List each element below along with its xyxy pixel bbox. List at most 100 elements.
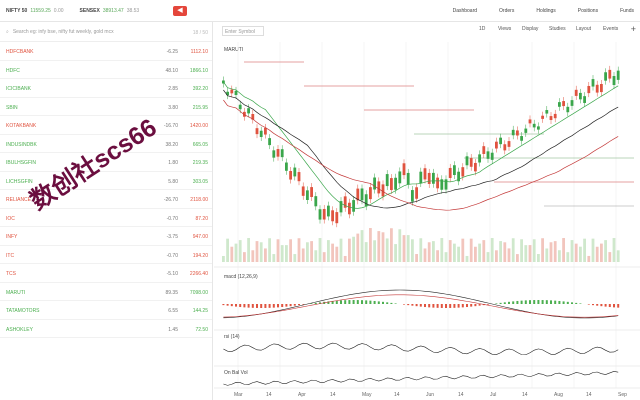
candle [537, 126, 540, 130]
macd-bar [361, 300, 363, 304]
volume-bar [318, 238, 322, 262]
volume-bar [616, 250, 620, 262]
list-item[interactable]: ASHOKLEY 1.45 72.50 [0, 320, 212, 338]
volume-bar [230, 246, 234, 262]
candle [486, 151, 490, 159]
volume-bar [306, 242, 309, 262]
toolbar-events[interactable]: Events [603, 26, 619, 32]
list-item[interactable]: INFY -3.75 947.00 [0, 227, 212, 246]
macd-bar [533, 300, 536, 304]
list-item[interactable]: INDUSINDBK 38.20 665.05 [0, 135, 212, 153]
toolbar-views[interactable]: Views [498, 26, 512, 32]
candle [444, 179, 448, 190]
volume-bar [247, 238, 250, 262]
volume-bar [524, 245, 528, 262]
candle [348, 202, 351, 215]
macd-bar [524, 300, 527, 304]
candle [339, 201, 343, 213]
toolbar-interval[interactable]: 1D [479, 26, 486, 32]
list-item[interactable]: MARUTI 89.35 7098.00 [0, 283, 212, 301]
volume-bar [343, 255, 347, 262]
watch-symbol: TCS [6, 271, 16, 277]
ticker-nifty[interactable]: NIFTY 50 11559.25 0.00 [6, 8, 64, 14]
nav-dashboard[interactable]: Dashboard [452, 8, 478, 14]
watch-change: -16.70 [163, 123, 178, 129]
watch-ltp: 7098.00 [189, 289, 208, 296]
watch-change: 1.45 [168, 326, 178, 333]
list-item[interactable]: HDFC 48.10 1866.10 [0, 61, 212, 79]
watch-symbol: HDFC [6, 67, 20, 74]
list-item[interactable]: RELIANCE -26.70 2118.00 [0, 190, 212, 209]
candle [398, 171, 402, 184]
candle [474, 162, 477, 172]
macd-bar [419, 304, 422, 307]
instrument-label: MARUTI [224, 47, 243, 53]
list-item[interactable]: IOC -0.70 87.20 [0, 209, 212, 227]
list-item[interactable]: LICHSGFIN 5.80 303.05 [0, 172, 212, 190]
macd-bar [537, 300, 540, 304]
macd-bar [592, 304, 594, 306]
nav-orders[interactable]: Orders [499, 8, 515, 14]
volume-bar [604, 240, 607, 262]
candle [469, 158, 473, 167]
list-item[interactable]: TATAMOTORS 6.55 144.25 [0, 301, 212, 320]
toolbar-display[interactable]: Display [522, 26, 539, 32]
candle [222, 80, 225, 84]
candle [259, 130, 263, 138]
watchlist-rows: HDFCBANK -6.25 1112.10 HDFC 48.10 1866.10… [0, 42, 212, 338]
macd-bar [495, 303, 498, 304]
watch-change: -26.70 [163, 197, 178, 203]
watchlist-count: 18 / 50 [192, 30, 208, 36]
watch-change: -0.70 [166, 215, 178, 222]
candle [545, 110, 549, 114]
nav-funds[interactable]: Funds [620, 8, 634, 14]
list-item[interactable]: TCS -5.10 2266.40 [0, 264, 212, 283]
candle [419, 171, 423, 184]
kite-logo-icon[interactable]: ◀ [173, 6, 187, 16]
list-item[interactable]: HDFCBANK -6.25 1112.10 [0, 42, 212, 61]
volume-bar [600, 243, 603, 262]
list-item[interactable]: ICICIBANK 2.85 392.20 [0, 79, 212, 98]
volume-bar [285, 245, 288, 262]
macd-bar [558, 300, 561, 304]
toolbar-studies[interactable]: Studies [549, 26, 566, 32]
volume-bar [587, 255, 591, 262]
volume-bar [566, 252, 570, 262]
candle [503, 144, 507, 151]
list-item[interactable]: IBULHSGFIN 1.80 219.35 [0, 153, 212, 172]
candle [528, 119, 532, 124]
candle [226, 91, 229, 96]
macd-bar [428, 304, 431, 308]
candle [297, 172, 301, 182]
add-study-icon[interactable]: + [630, 24, 636, 34]
watchlist-panel: ⌕ Search eg: infy bse, nifty fut weekly,… [0, 22, 213, 400]
volume-bar [398, 229, 402, 262]
symbol-input[interactable]: Enter Symbol [222, 26, 264, 36]
watch-change: 2.85 [168, 86, 178, 92]
volume-bar [373, 240, 376, 262]
ticker-change: 38.53 [126, 7, 140, 14]
list-item[interactable]: SBIN 3.80 215.95 [0, 98, 212, 116]
macd-bar [554, 300, 557, 304]
list-item[interactable]: KOTAKBANK -16.70 1420.00 [0, 116, 212, 135]
candle [280, 149, 284, 158]
watch-ltp: 194.20 [192, 252, 208, 259]
watch-change: 1.80 [168, 160, 178, 166]
candle [604, 72, 607, 81]
candle [608, 69, 612, 79]
macd-bar [382, 301, 384, 304]
volume-bar [289, 239, 292, 262]
macd-bar [377, 301, 380, 304]
toolbar-layout[interactable]: Layout [576, 26, 592, 32]
watchlist-search[interactable]: ⌕ Search eg: infy bse, nifty fut weekly,… [0, 22, 212, 42]
search-input[interactable]: Search eg: infy bse, nifty fut weekly, g… [12, 28, 114, 35]
price-chart[interactable]: MARUTI macd (12,26,9) rsi (14) On Bal Vo… [214, 22, 640, 400]
ticker-sensex[interactable]: SENSEX 38913.47 38.53 [80, 8, 140, 14]
candle [436, 177, 439, 189]
list-item[interactable]: ITC -0.70 194.20 [0, 246, 212, 264]
volume-bar [612, 238, 616, 262]
volume-bar [360, 230, 364, 262]
volume-bar [243, 252, 246, 262]
nav-holdings[interactable]: Holdings [536, 8, 556, 14]
nav-positions[interactable]: Positions [577, 8, 599, 14]
